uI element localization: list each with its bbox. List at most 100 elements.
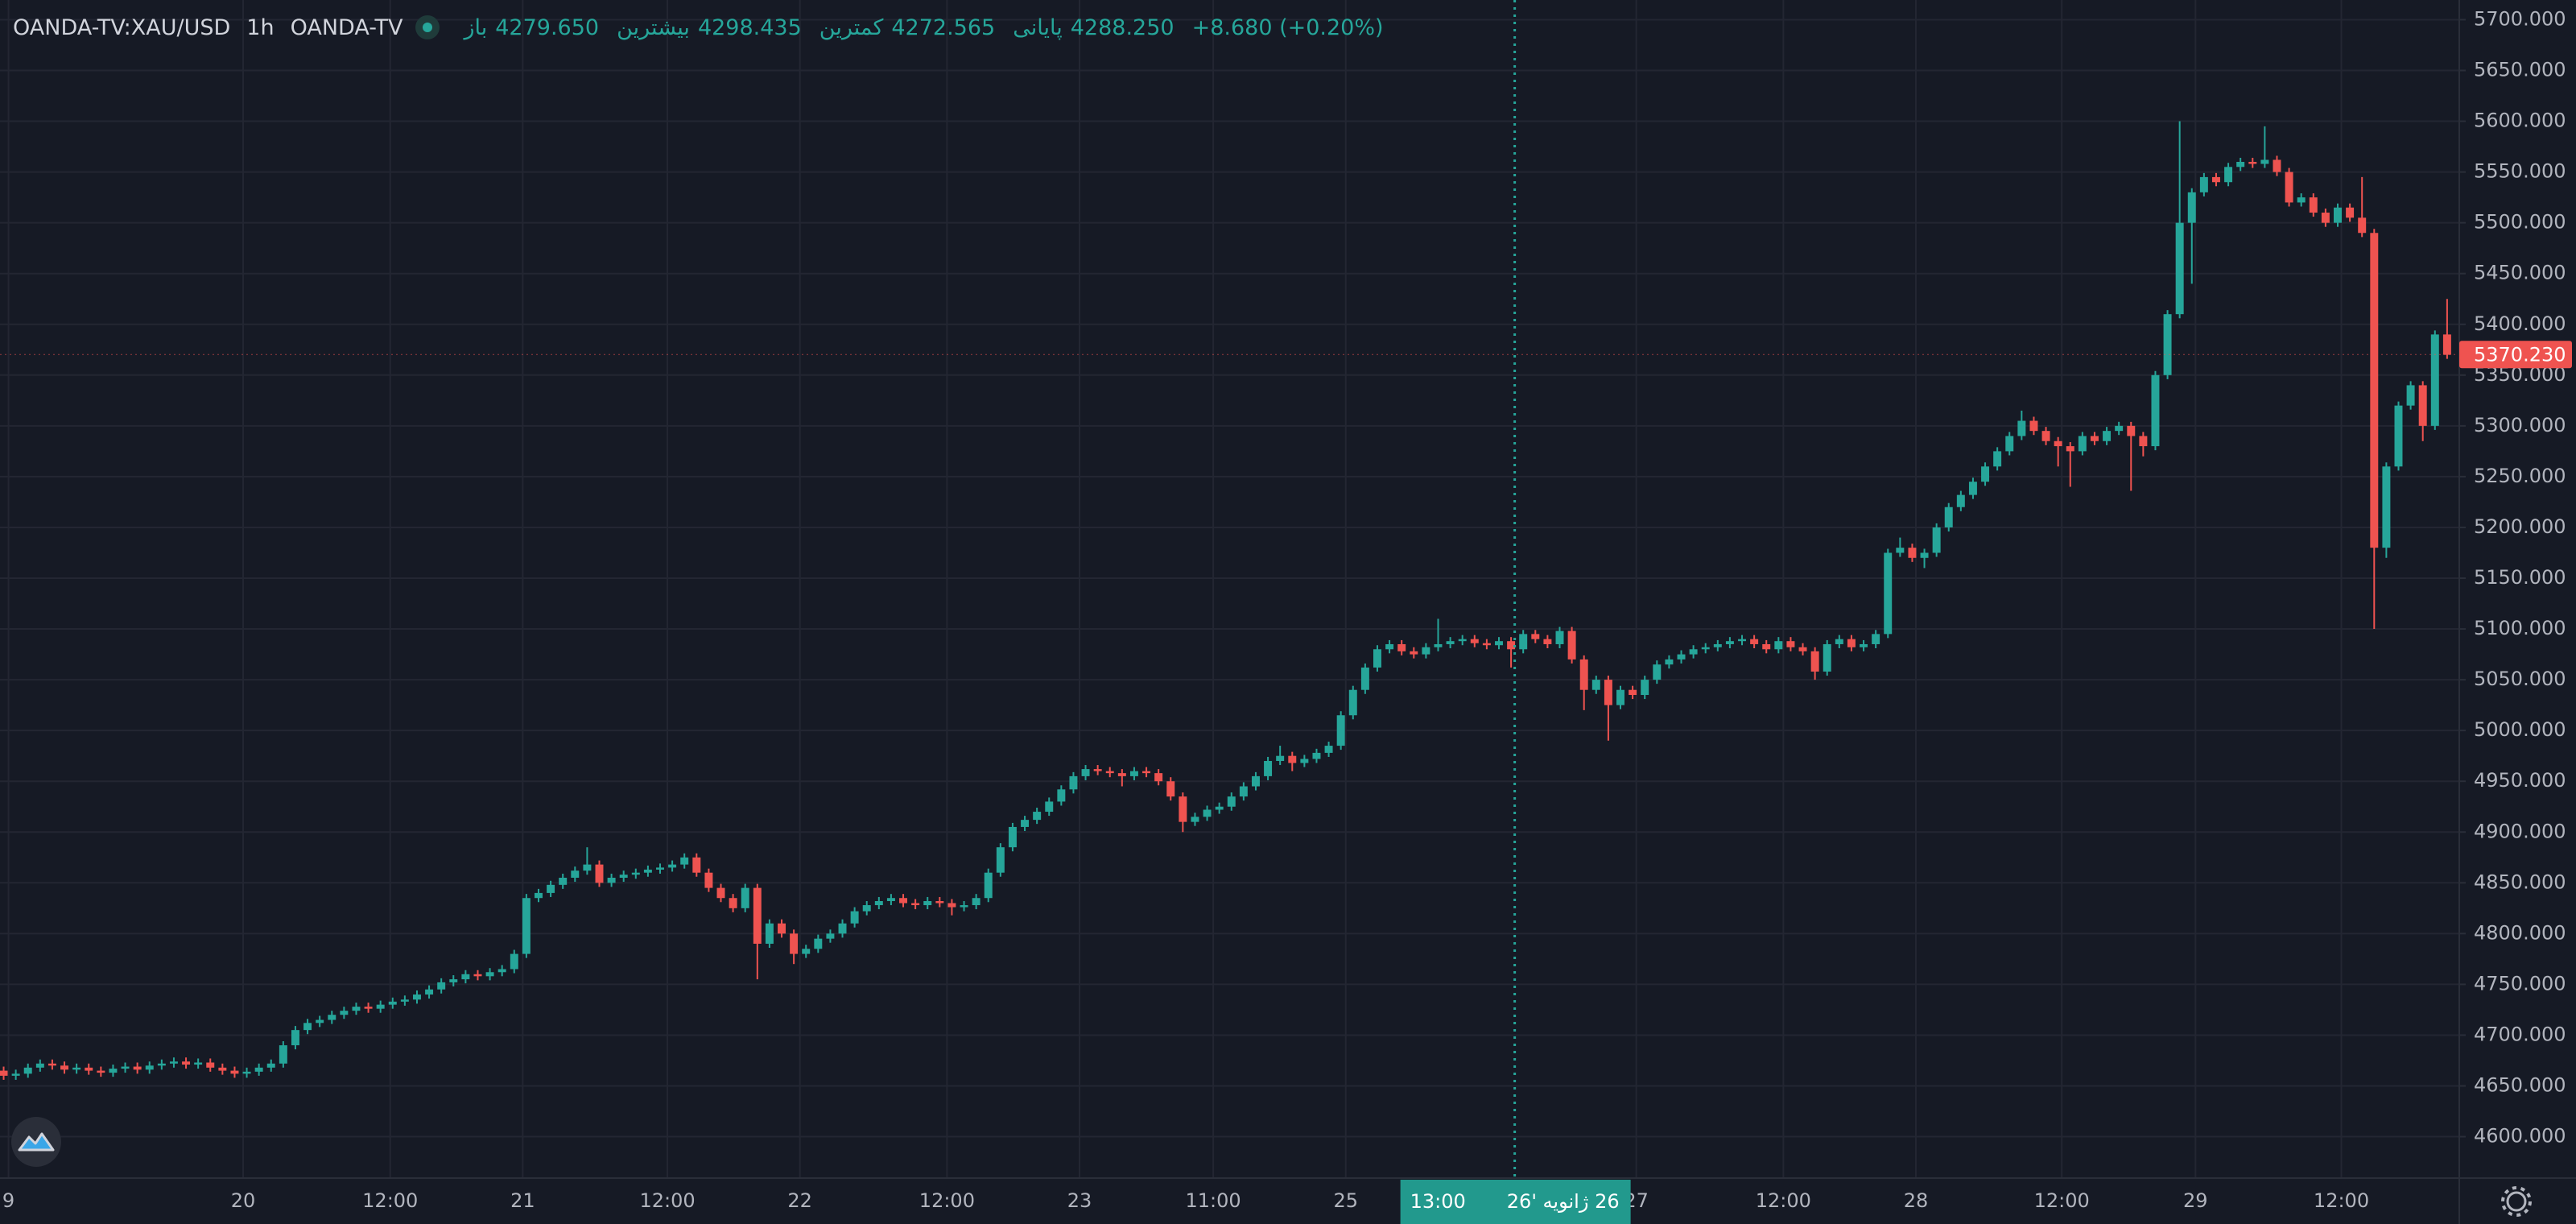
candle-body (2090, 436, 2099, 441)
candle-body (1810, 651, 1819, 672)
candle-body (1239, 786, 1248, 797)
y-tick-label: 5250.000 (2474, 465, 2566, 487)
candle-body (1215, 806, 1224, 810)
candle-body (60, 1065, 69, 1070)
candle-body (656, 867, 664, 870)
settings-button[interactable] (2501, 1186, 2532, 1217)
candle-body (291, 1030, 299, 1046)
candle-body (2066, 446, 2074, 452)
ohlc-value: 4272.565 (891, 14, 996, 40)
candle-body (1762, 643, 1771, 650)
candle-body (133, 1066, 142, 1070)
y-tick-label: 5050.000 (2474, 668, 2566, 690)
candle-body (2334, 207, 2342, 223)
candle-body (1385, 643, 1394, 650)
candle-body (2163, 314, 2172, 375)
candle-body (607, 877, 616, 883)
candle-body (1458, 639, 1467, 642)
candle-body (571, 870, 580, 878)
candle-body (2273, 159, 2281, 172)
candle-body (485, 972, 494, 977)
candle-body (838, 923, 847, 934)
candle-body (2370, 233, 2379, 548)
candle-body (2199, 176, 2208, 192)
candle-body (1360, 667, 1369, 690)
candle-body (668, 864, 677, 868)
settings-teeth[interactable] (2501, 1186, 2532, 1217)
candle-body (559, 877, 568, 885)
candle-body (814, 938, 823, 949)
candle-body (583, 864, 592, 871)
candle-body (2127, 425, 2136, 436)
candle-body (1786, 641, 1795, 647)
ohlc-label: کمترین (819, 14, 884, 40)
candle-body (1300, 759, 1309, 763)
settings-gear[interactable] (2506, 1191, 2527, 1212)
candle-body (1203, 809, 1212, 817)
x-tick-label: 25 (1333, 1189, 1358, 1212)
candle-body (425, 989, 434, 995)
candle-body (2187, 192, 2196, 223)
candle-body (984, 872, 993, 899)
candle-body (352, 1007, 361, 1011)
y-tick-label: 4650.000 (2474, 1074, 2566, 1097)
candle-body (874, 901, 883, 906)
candle-body (1008, 826, 1017, 848)
candle-body (631, 872, 640, 875)
candle-body (1677, 654, 1686, 660)
candle-body (376, 1004, 385, 1009)
candle-body (242, 1071, 251, 1074)
candle-body (1154, 773, 1163, 782)
logo-icon[interactable] (18, 1132, 55, 1152)
logo[interactable] (11, 1117, 61, 1167)
candle-body (1191, 817, 1199, 822)
candle-body (547, 884, 555, 893)
candle-body (1531, 634, 1540, 639)
candle-body (1884, 552, 1893, 635)
candle-body (862, 905, 871, 912)
candle-body (1495, 641, 1503, 646)
candle-body (1543, 639, 1552, 644)
candle-body (400, 999, 409, 1002)
candle-body (2175, 222, 2184, 315)
candle-body (802, 949, 811, 954)
candle-body (741, 887, 749, 908)
last-price-label: 5370.230 (2474, 343, 2566, 366)
candle-body (1276, 755, 1285, 761)
interval[interactable]: 1h (246, 14, 275, 40)
candle-body (254, 1067, 263, 1072)
candle-body (1336, 715, 1345, 746)
candle-body (680, 857, 689, 865)
candle-body (2321, 213, 2330, 223)
candle-body (497, 969, 506, 973)
candle-body (2054, 440, 2062, 447)
crosshair-date: 26 ژانویه '26 (1507, 1190, 1620, 1213)
candle-body (1117, 773, 1126, 776)
y-tick-label: 4850.000 (2474, 870, 2566, 893)
symbol[interactable]: OANDA-TV:XAU/USD (13, 14, 231, 40)
y-tick-label: 5500.000 (2474, 211, 2566, 234)
candle-body (1129, 771, 1138, 776)
candle-body (1057, 789, 1066, 802)
candle-body (1373, 649, 1381, 668)
last-price-tag (2459, 341, 2572, 369)
candle-body (2248, 162, 2257, 164)
candle-body (729, 898, 737, 908)
candle-body (1701, 647, 1710, 650)
candle-body (2382, 466, 2391, 548)
x-tick-label: 12:00 (2314, 1189, 2369, 1212)
candle-body (2029, 420, 2038, 432)
candle-body (266, 1063, 275, 1068)
candle-body (2151, 374, 2160, 447)
candle-body (643, 869, 652, 873)
candle-body (2139, 436, 2148, 447)
candle-body (328, 1015, 336, 1020)
candle-body (1932, 527, 1941, 553)
candle-body (437, 982, 446, 990)
candle-body (85, 1067, 93, 1071)
candle-body (2297, 197, 2306, 203)
candle-body (1264, 760, 1273, 776)
candle-body (1713, 643, 1722, 647)
legend-header: OANDA-TV:XAU/USD 1h OANDA-TV باز 4279.650… (13, 11, 1384, 43)
candle-body (1288, 755, 1297, 763)
